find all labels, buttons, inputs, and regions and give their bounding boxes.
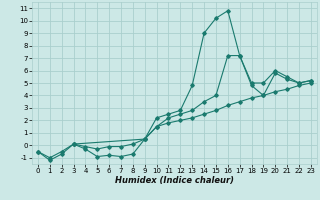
X-axis label: Humidex (Indice chaleur): Humidex (Indice chaleur) [115,176,234,185]
